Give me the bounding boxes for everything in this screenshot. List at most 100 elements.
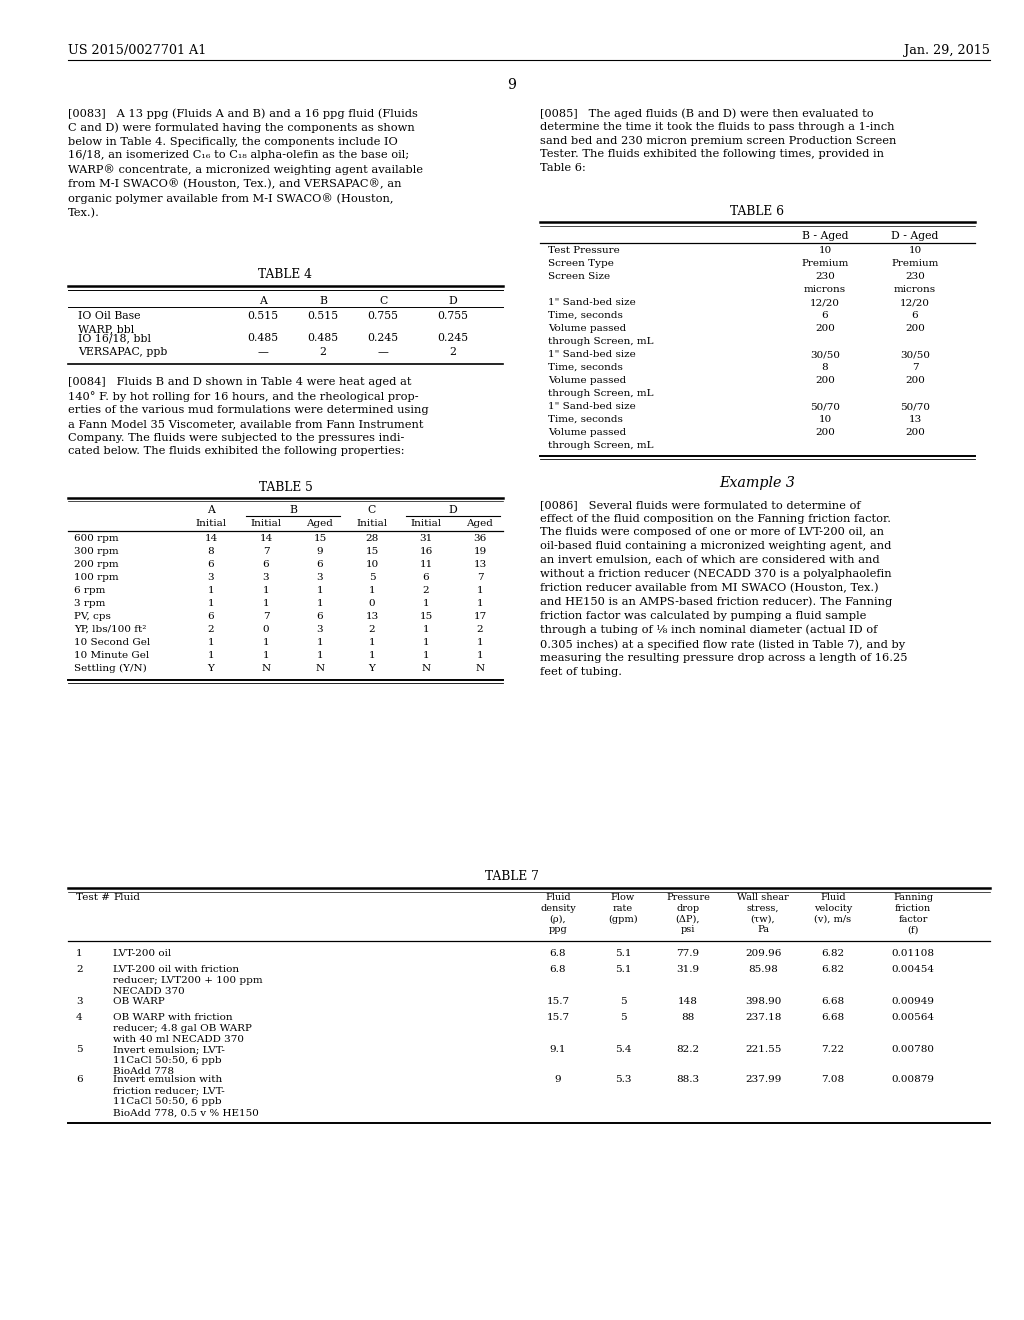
Text: 1: 1 [477,586,483,595]
Text: Fluid: Fluid [113,894,140,902]
Text: 200: 200 [905,428,925,437]
Text: D: D [449,296,458,306]
Text: 28: 28 [366,535,379,543]
Text: 0.00780: 0.00780 [892,1045,935,1053]
Text: 2: 2 [369,624,376,634]
Text: 10: 10 [908,246,922,255]
Text: 10 Second Gel: 10 Second Gel [74,638,151,647]
Text: [0085]   The aged fluids (B and D) were then evaluated to
determine the time it : [0085] The aged fluids (B and D) were th… [540,108,896,173]
Text: 7: 7 [263,612,269,620]
Text: 0.515: 0.515 [248,312,279,321]
Text: 10 Minute Gel: 10 Minute Gel [74,651,150,660]
Text: N: N [422,664,430,673]
Text: 6.8: 6.8 [550,949,566,958]
Text: Premium: Premium [802,259,849,268]
Text: 8: 8 [821,363,828,372]
Text: 0.00564: 0.00564 [892,1012,935,1022]
Text: 100 rpm: 100 rpm [74,573,119,582]
Text: 1: 1 [208,586,214,595]
Text: VERSAPAC, ppb: VERSAPAC, ppb [78,347,167,356]
Text: 0.485: 0.485 [307,333,339,343]
Text: Pressure
drop
(ΔP),
psi: Pressure drop (ΔP), psi [666,894,710,935]
Text: 6: 6 [821,312,828,319]
Text: A: A [207,506,215,515]
Text: 14: 14 [205,535,218,543]
Text: Initial: Initial [196,519,226,528]
Text: 15: 15 [366,546,379,556]
Text: Aged: Aged [467,519,494,528]
Text: LVT-200 oil with friction
reducer; LVT200 + 100 ppm
NECADD 370: LVT-200 oil with friction reducer; LVT20… [113,965,262,997]
Text: 2: 2 [208,624,214,634]
Text: N: N [315,664,325,673]
Text: 200: 200 [905,376,925,385]
Text: 221.55: 221.55 [744,1045,781,1053]
Text: 0.00454: 0.00454 [892,965,935,974]
Text: IO 16/18, bbl: IO 16/18, bbl [78,333,151,343]
Text: 6.68: 6.68 [821,1012,845,1022]
Text: US 2015/0027701 A1: US 2015/0027701 A1 [68,44,206,57]
Text: OB WARP: OB WARP [113,997,165,1006]
Text: Time, seconds: Time, seconds [548,414,623,424]
Text: 6.68: 6.68 [821,997,845,1006]
Text: 6: 6 [263,560,269,569]
Text: 19: 19 [473,546,486,556]
Text: —: — [258,347,268,356]
Text: Aged: Aged [306,519,334,528]
Text: C: C [368,506,376,515]
Text: 30/50: 30/50 [810,350,840,359]
Text: Initial: Initial [356,519,387,528]
Text: Test #: Test # [76,894,110,902]
Text: OB WARP with friction
reducer; 4.8 gal OB WARP
with 40 ml NECADD 370: OB WARP with friction reducer; 4.8 gal O… [113,1012,252,1044]
Text: Time, seconds: Time, seconds [548,312,623,319]
Text: 17: 17 [473,612,486,620]
Text: —: — [378,347,388,356]
Text: 2: 2 [450,347,457,356]
Text: D - Aged: D - Aged [891,231,939,242]
Text: Volume passed: Volume passed [548,428,627,437]
Text: B: B [289,506,297,515]
Text: 1" Sand-bed size: 1" Sand-bed size [548,350,636,359]
Text: C: C [379,296,387,306]
Text: 237.18: 237.18 [744,1012,781,1022]
Text: Flow
rate
(gpm): Flow rate (gpm) [608,894,638,924]
Text: Premium: Premium [891,259,939,268]
Text: 7: 7 [477,573,483,582]
Text: 0.245: 0.245 [368,333,398,343]
Text: 1: 1 [263,599,269,609]
Text: 5: 5 [76,1045,83,1053]
Text: 0: 0 [369,599,376,609]
Text: 1: 1 [423,638,429,647]
Text: B - Aged: B - Aged [802,231,848,242]
Text: Screen Size: Screen Size [548,272,610,281]
Text: Fluid
density
(ρ),
ppg: Fluid density (ρ), ppg [540,894,575,935]
Text: microns: microns [804,285,846,294]
Text: 5.3: 5.3 [614,1074,631,1084]
Text: 1: 1 [477,638,483,647]
Text: 0.755: 0.755 [368,312,398,321]
Text: 5.1: 5.1 [614,965,631,974]
Text: 88: 88 [681,1012,694,1022]
Text: 1: 1 [263,586,269,595]
Text: B: B [319,296,327,306]
Text: 30/50: 30/50 [900,350,930,359]
Text: TABLE 4: TABLE 4 [258,268,312,281]
Text: 1: 1 [316,599,324,609]
Text: 1: 1 [423,624,429,634]
Text: 88.3: 88.3 [677,1074,699,1084]
Text: 6 rpm: 6 rpm [74,586,105,595]
Text: 200: 200 [815,428,835,437]
Text: 0.485: 0.485 [248,333,279,343]
Text: Example 3: Example 3 [720,477,796,490]
Text: through Screen, mL: through Screen, mL [548,441,653,450]
Text: 2: 2 [423,586,429,595]
Text: 300 rpm: 300 rpm [74,546,119,556]
Text: 0: 0 [263,624,269,634]
Text: 15: 15 [420,612,432,620]
Text: 7.22: 7.22 [821,1045,845,1053]
Text: 200: 200 [815,376,835,385]
Text: 9: 9 [555,1074,561,1084]
Text: A: A [259,296,267,306]
Text: 5: 5 [620,1012,627,1022]
Text: 0.515: 0.515 [307,312,339,321]
Text: 12/20: 12/20 [810,298,840,308]
